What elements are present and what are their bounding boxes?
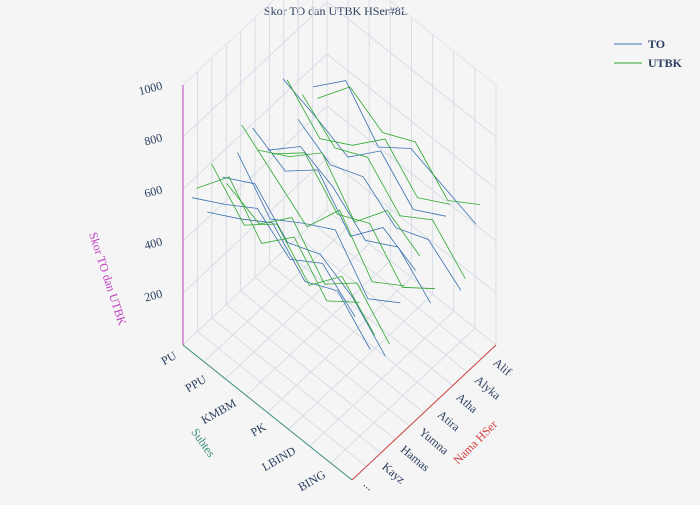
grid-line [182, 157, 328, 294]
z-tick-label: 1000 [137, 78, 164, 98]
series-line-to-6 [282, 78, 446, 217]
nama-tick-label: Atira [435, 407, 463, 434]
chart-title: Skor TO dan UTBK HSer#8L [264, 4, 408, 18]
subtes-tick-label: BING [296, 467, 329, 494]
grid [182, 0, 497, 481]
subtes-tick-label: KMBM [199, 396, 239, 427]
subtes-axis-title: Subtes [188, 426, 218, 461]
series-line-utbk-4 [256, 149, 421, 257]
grid-line [326, 1, 497, 138]
series [192, 78, 481, 357]
legend[interactable]: TO UTBK [614, 37, 683, 70]
series-line-to-0 [192, 197, 356, 318]
z-tick-label: 400 [143, 234, 164, 252]
grid-line [326, 53, 497, 190]
grid-line [288, 294, 433, 430]
subtes-tick-label: PPU [183, 372, 209, 395]
z-tick-label: 200 [143, 286, 164, 304]
nama-tick-label: Hamas [398, 442, 433, 474]
series-line-to-1 [207, 211, 371, 350]
series-line-to-4 [252, 127, 416, 271]
grid-line [267, 277, 412, 413]
nama-axis-line [351, 344, 497, 481]
nama-tick-label: Atha [454, 390, 481, 416]
series-line-utbk-3 [241, 124, 405, 287]
series-line-utbk-8 [317, 86, 481, 205]
series-line-utbk-6 [286, 79, 451, 205]
grid-line [182, 0, 275, 86]
z-tick-label: 800 [143, 130, 164, 148]
grid-line [182, 1, 328, 138]
subtes-tick-label: PU [159, 348, 180, 368]
grid-line [326, 105, 497, 242]
series-line-utbk-0 [196, 176, 360, 303]
nama-tick-label: Kayz [379, 460, 407, 487]
subtes-tick-label: LBIND [259, 443, 298, 474]
nama-tick-label: Yumna [416, 425, 452, 458]
series-line-to-8 [313, 80, 477, 225]
grid-line [330, 327, 476, 464]
series-line-to-7 [297, 119, 462, 291]
z-axis-title: Skor TO dan UTBK [86, 230, 129, 327]
series-line-utbk-5 [272, 152, 436, 290]
series-line-to-5 [267, 146, 432, 304]
series-line-to-2 [222, 176, 386, 357]
grid-line [203, 226, 349, 363]
nama-tick-label: Alyka [472, 373, 504, 403]
grid-line [182, 105, 328, 242]
grid-line [309, 310, 455, 447]
series-line-utbk-1 [211, 163, 375, 336]
series-line-to-3 [237, 152, 401, 304]
grid-line [224, 243, 370, 380]
grid-line [388, 0, 497, 86]
grid-line [182, 53, 328, 190]
nama-tick-label: ... [361, 477, 377, 494]
grid-line [326, 157, 497, 294]
legend-label-utbk[interactable]: UTBK [648, 56, 683, 70]
legend-label-to[interactable]: TO [648, 37, 665, 51]
series-line-utbk-2 [226, 183, 390, 345]
grid-line [182, 209, 328, 346]
subtes-tick-label: PK [248, 420, 269, 440]
nama-tick-label: Alif [491, 355, 515, 378]
z-tick-label: 600 [143, 182, 164, 200]
subtes-axis-line [182, 344, 353, 481]
series-line-utbk-7 [301, 94, 466, 279]
grid-line [246, 260, 391, 396]
